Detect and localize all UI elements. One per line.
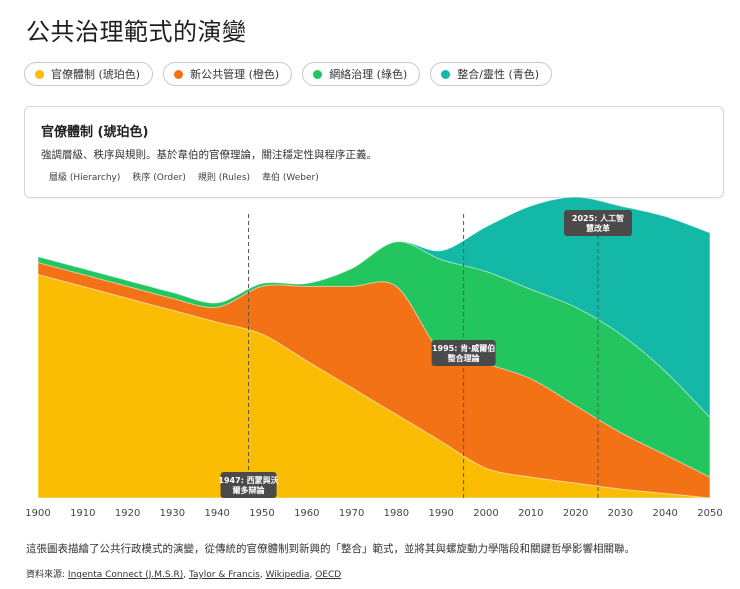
legend-dot-network [313,69,323,79]
legend-label-network: 網絡治理 (綠色) [329,68,408,81]
sources: 資料來源: Ingenta Connect (J.M.S.R), Taylor … [26,570,342,580]
sources-prefix: 資料來源: [26,570,66,580]
annotation-text: 慧改革 [586,223,610,233]
x-tick-label: 1980 [384,508,409,519]
info-tag: 層級 (Hierarchy) [49,173,121,183]
legend-item-bureaucracy[interactable]: 官僚體制 (琥珀色) [24,62,154,86]
x-tick-label: 1900 [25,508,50,519]
info-card: 官僚體制 (琥珀色) 強調層級、秩序與規則。基於韋伯的官僚理論，關注穩定性與程序… [24,106,724,198]
source-link[interactable]: OECD [315,570,342,580]
legend-label-bureaucracy: 官僚體制 (琥珀色) [51,68,141,81]
legend-item-network[interactable]: 網絡治理 (綠色) [302,62,421,86]
x-tick-label: 2010 [518,508,543,519]
x-tick-label: 1960 [294,508,319,519]
annotation-text: 爾多辯論 [232,485,266,495]
source-link[interactable]: Wikipedia [265,570,310,580]
annotation-text: 整合理論 [447,353,481,363]
legend-label-npm: 新公共管理 (橙色) [190,68,280,81]
legend-label-integral: 整合/靈性 (青色) [457,68,540,81]
annotation-box [564,210,632,236]
annotation-text: 1995: 肯·威爾伯 [432,343,495,353]
legend-dot-integral [441,69,451,79]
legend-dot-bureaucracy [35,69,44,79]
legend-item-npm[interactable]: 新公共管理 (橙色) [163,62,293,86]
x-tick-label: 2000 [473,508,498,519]
page-title: 公共治理範式的演變 [26,18,247,46]
info-tag: 秩序 (Order) [132,173,186,183]
area-bureaucracy[interactable] [37,273,711,499]
x-tick-label: 1990 [428,508,453,519]
x-tick-label: 1910 [70,508,95,519]
annotation-box [220,472,277,498]
info-tag: 規則 (Rules) [197,173,251,183]
x-tick-label: 1970 [339,508,364,519]
legend: 官僚體制 (琥珀色) 新公共管理 (橙色) 網絡治理 (綠色) 整合/靈性 (青… [24,62,553,86]
x-tick-label: 2050 [697,508,722,519]
annotation-text: 1947: 西蒙與沃 [218,475,278,485]
x-tick-label: 2020 [563,508,588,519]
source-link[interactable]: Ingenta Connect (J.M.S.R) [67,570,184,580]
x-tick-label: 2030 [608,508,633,519]
stacked-area-chart[interactable]: 1900 1910 1920 1930 1940 1950 1960 1970 1980 1990… [0,196,740,530]
chart-caption: 這張圖表描繪了公共行政模式的演變，從傳統的官僚體制到新興的「整合」範式，並將其與… [26,543,635,555]
x-tick-label: 1950 [249,508,274,519]
annotation-box [431,340,496,366]
x-tick-label: 2040 [652,508,677,519]
x-tick-label: 1940 [204,508,229,519]
info-card-title: 官僚體制 (琥珀色) [41,125,149,140]
info-card-description: 強調層級、秩序與規則。基於韋伯的官僚理論，關注穩定性與程序正義。 [41,149,377,161]
x-tick-label: 1920 [115,508,140,519]
legend-dot-npm [174,69,184,79]
annotation-text: 2025: 人工智 [572,213,624,223]
x-tick-label: 1930 [160,508,185,519]
legend-item-integral[interactable]: 整合/靈性 (青色) [430,62,553,86]
source-link[interactable]: Taylor & Francis [188,570,260,580]
info-card-tags: 層級 (Hierarchy) 秩序 (Order) 規則 (Rules) 韋伯 … [41,170,707,183]
info-tag: 韋伯 (Weber) [262,173,319,183]
